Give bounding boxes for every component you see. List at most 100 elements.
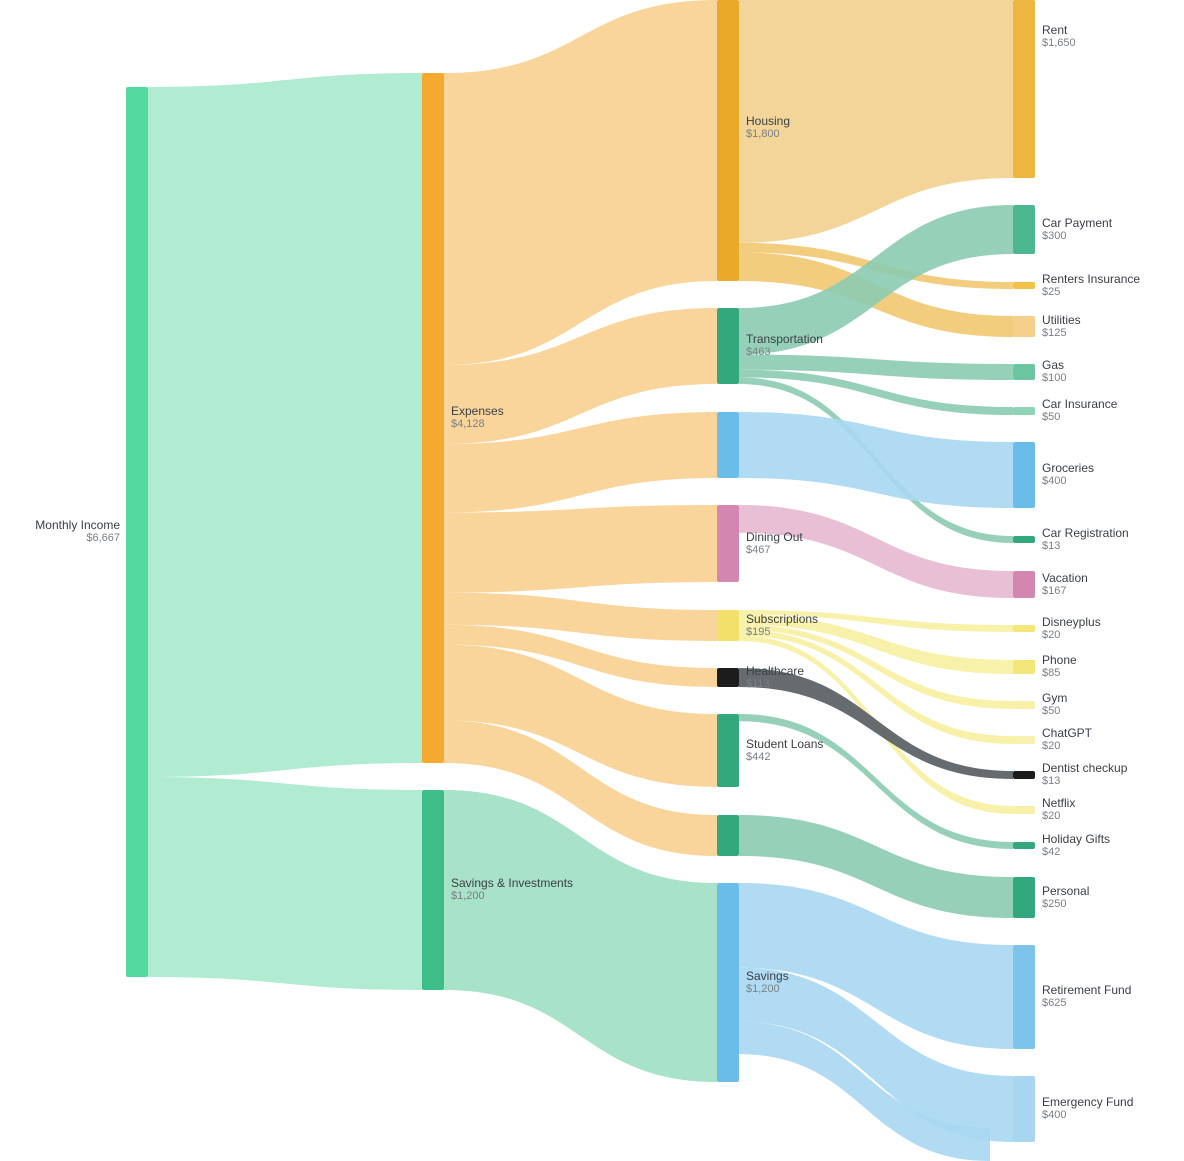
node-label-dining: Dining Out $467	[746, 529, 803, 557]
node-income[interactable]	[126, 87, 148, 977]
node-name: Phone	[1042, 653, 1077, 667]
node-groceries[interactable]	[1013, 442, 1035, 508]
node-label-vacation: Vacation $167	[1042, 571, 1088, 598]
node-name: Utilities	[1042, 312, 1081, 327]
node-dentist[interactable]	[1013, 771, 1035, 779]
node-carreg[interactable]	[1013, 536, 1035, 543]
node-value: $400	[1042, 1109, 1067, 1121]
nodes-layer	[126, 0, 1035, 1142]
node-savinv[interactable]	[422, 790, 444, 990]
node-subs[interactable]	[717, 610, 739, 641]
node-value: $442	[746, 750, 771, 763]
node-name: Retirement Fund	[1042, 983, 1132, 997]
link-misc-to-personal	[739, 815, 1013, 918]
node-name: Dining Out	[746, 529, 803, 544]
node-expenses[interactable]	[422, 73, 444, 763]
node-name: Renters Insurance	[1042, 271, 1141, 286]
node-value: $13	[1042, 775, 1061, 787]
node-label-subs: Subscriptions $195	[746, 611, 819, 639]
node-label-gifts: Holiday Gifts $42	[1042, 831, 1111, 859]
link-savings-to-retire	[739, 883, 1013, 1049]
node-label-utilities: Utilities $125	[1042, 312, 1081, 340]
node-value: $100	[1042, 372, 1067, 384]
node-label-gas: Gas $100	[1042, 359, 1066, 385]
node-label-gym: Gym $50	[1042, 692, 1067, 718]
node-value: $1,200	[746, 982, 780, 995]
node-name: Savings	[746, 968, 789, 983]
node-dining[interactable]	[717, 505, 739, 582]
node-carpay[interactable]	[1013, 205, 1035, 254]
node-label-health: Healthcare $113	[746, 664, 804, 691]
node-gas[interactable]	[1013, 364, 1035, 380]
node-misc[interactable]	[717, 815, 739, 856]
node-health[interactable]	[717, 668, 739, 687]
node-name: Car Payment	[1042, 215, 1113, 230]
node-label-carins: Car Insurance $50	[1042, 398, 1117, 424]
node-name: Emergency Fund	[1042, 1095, 1134, 1109]
node-value: $1,200	[451, 890, 485, 902]
link-expenses-to-housing	[444, 0, 717, 366]
node-carins[interactable]	[1013, 407, 1035, 415]
node-personal[interactable]	[1013, 877, 1035, 918]
link-subs-to-disney	[739, 610, 1013, 632]
node-name: Car Registration	[1042, 525, 1129, 540]
node-label-netflix: Netflix $20	[1042, 797, 1075, 823]
node-label-dentist: Dentist checkup $13	[1042, 762, 1127, 788]
link-savings-to-savother	[739, 1021, 990, 1161]
link-food-to-groceries	[739, 412, 1013, 508]
link-savinv-to-savings	[444, 790, 717, 1082]
node-value: $1,650	[1042, 37, 1076, 49]
node-loans[interactable]	[717, 714, 739, 787]
node-utilities[interactable]	[1013, 316, 1035, 337]
node-food[interactable]	[717, 412, 739, 478]
link-savings-to-emergency	[739, 967, 1013, 1142]
node-gym[interactable]	[1013, 701, 1035, 709]
node-name: Savings & Investments	[451, 876, 574, 890]
node-name: Subscriptions	[746, 611, 819, 626]
link-expenses-to-food	[444, 412, 717, 513]
node-label-transport: Transportation $463	[746, 333, 823, 359]
node-label-rent: Rent $1,650	[1042, 24, 1076, 50]
node-emergency[interactable]	[1013, 1076, 1035, 1142]
link-income-to-expenses	[148, 73, 422, 777]
node-disney[interactable]	[1013, 625, 1035, 632]
node-renters[interactable]	[1013, 282, 1035, 289]
link-expenses-to-subs	[444, 592, 717, 641]
node-label-retire: Retirement Fund $625	[1042, 984, 1131, 1010]
node-label-housing: Housing $1,800	[746, 115, 790, 141]
link-expenses-to-transport	[444, 308, 717, 444]
node-name: Car Insurance	[1042, 397, 1118, 411]
node-name: Gas	[1042, 358, 1065, 372]
node-housing[interactable]	[717, 0, 739, 281]
node-value: $25	[1042, 285, 1061, 298]
node-label-carreg: Car Registration $13	[1042, 525, 1129, 553]
node-vacation[interactable]	[1013, 571, 1035, 598]
node-phone[interactable]	[1013, 660, 1035, 674]
node-label-renters: Renters Insurance $25	[1042, 271, 1141, 299]
link-expenses-to-loans	[444, 644, 717, 787]
link-dining-to-vacation	[739, 505, 1013, 598]
node-value: $13	[1042, 539, 1061, 552]
node-gifts[interactable]	[1013, 842, 1035, 849]
node-label-groceries: Groceries $400	[1042, 462, 1094, 488]
node-netflix[interactable]	[1013, 806, 1035, 814]
link-loans-to-gifts	[739, 714, 1013, 849]
node-retire[interactable]	[1013, 945, 1035, 1049]
node-value: $195	[746, 625, 771, 638]
link-subs-to-gym	[739, 624, 1013, 709]
node-transport[interactable]	[717, 308, 739, 384]
node-value: $42	[1042, 845, 1061, 858]
link-housing-to-rent	[739, 0, 1013, 243]
node-label-savinv: Savings & Investments $1,200	[451, 877, 573, 903]
node-label-phone: Phone $85	[1042, 654, 1077, 680]
link-income-to-savinv	[148, 777, 422, 990]
node-value: $300	[1042, 229, 1067, 242]
node-name: Disneyplus	[1042, 614, 1101, 629]
node-savings[interactable]	[717, 883, 739, 1082]
node-name: Holiday Gifts	[1042, 831, 1111, 846]
node-rent[interactable]	[1013, 0, 1035, 178]
node-value: $6,667	[86, 532, 120, 544]
node-value: $20	[1042, 628, 1061, 641]
node-chatgpt[interactable]	[1013, 736, 1035, 744]
